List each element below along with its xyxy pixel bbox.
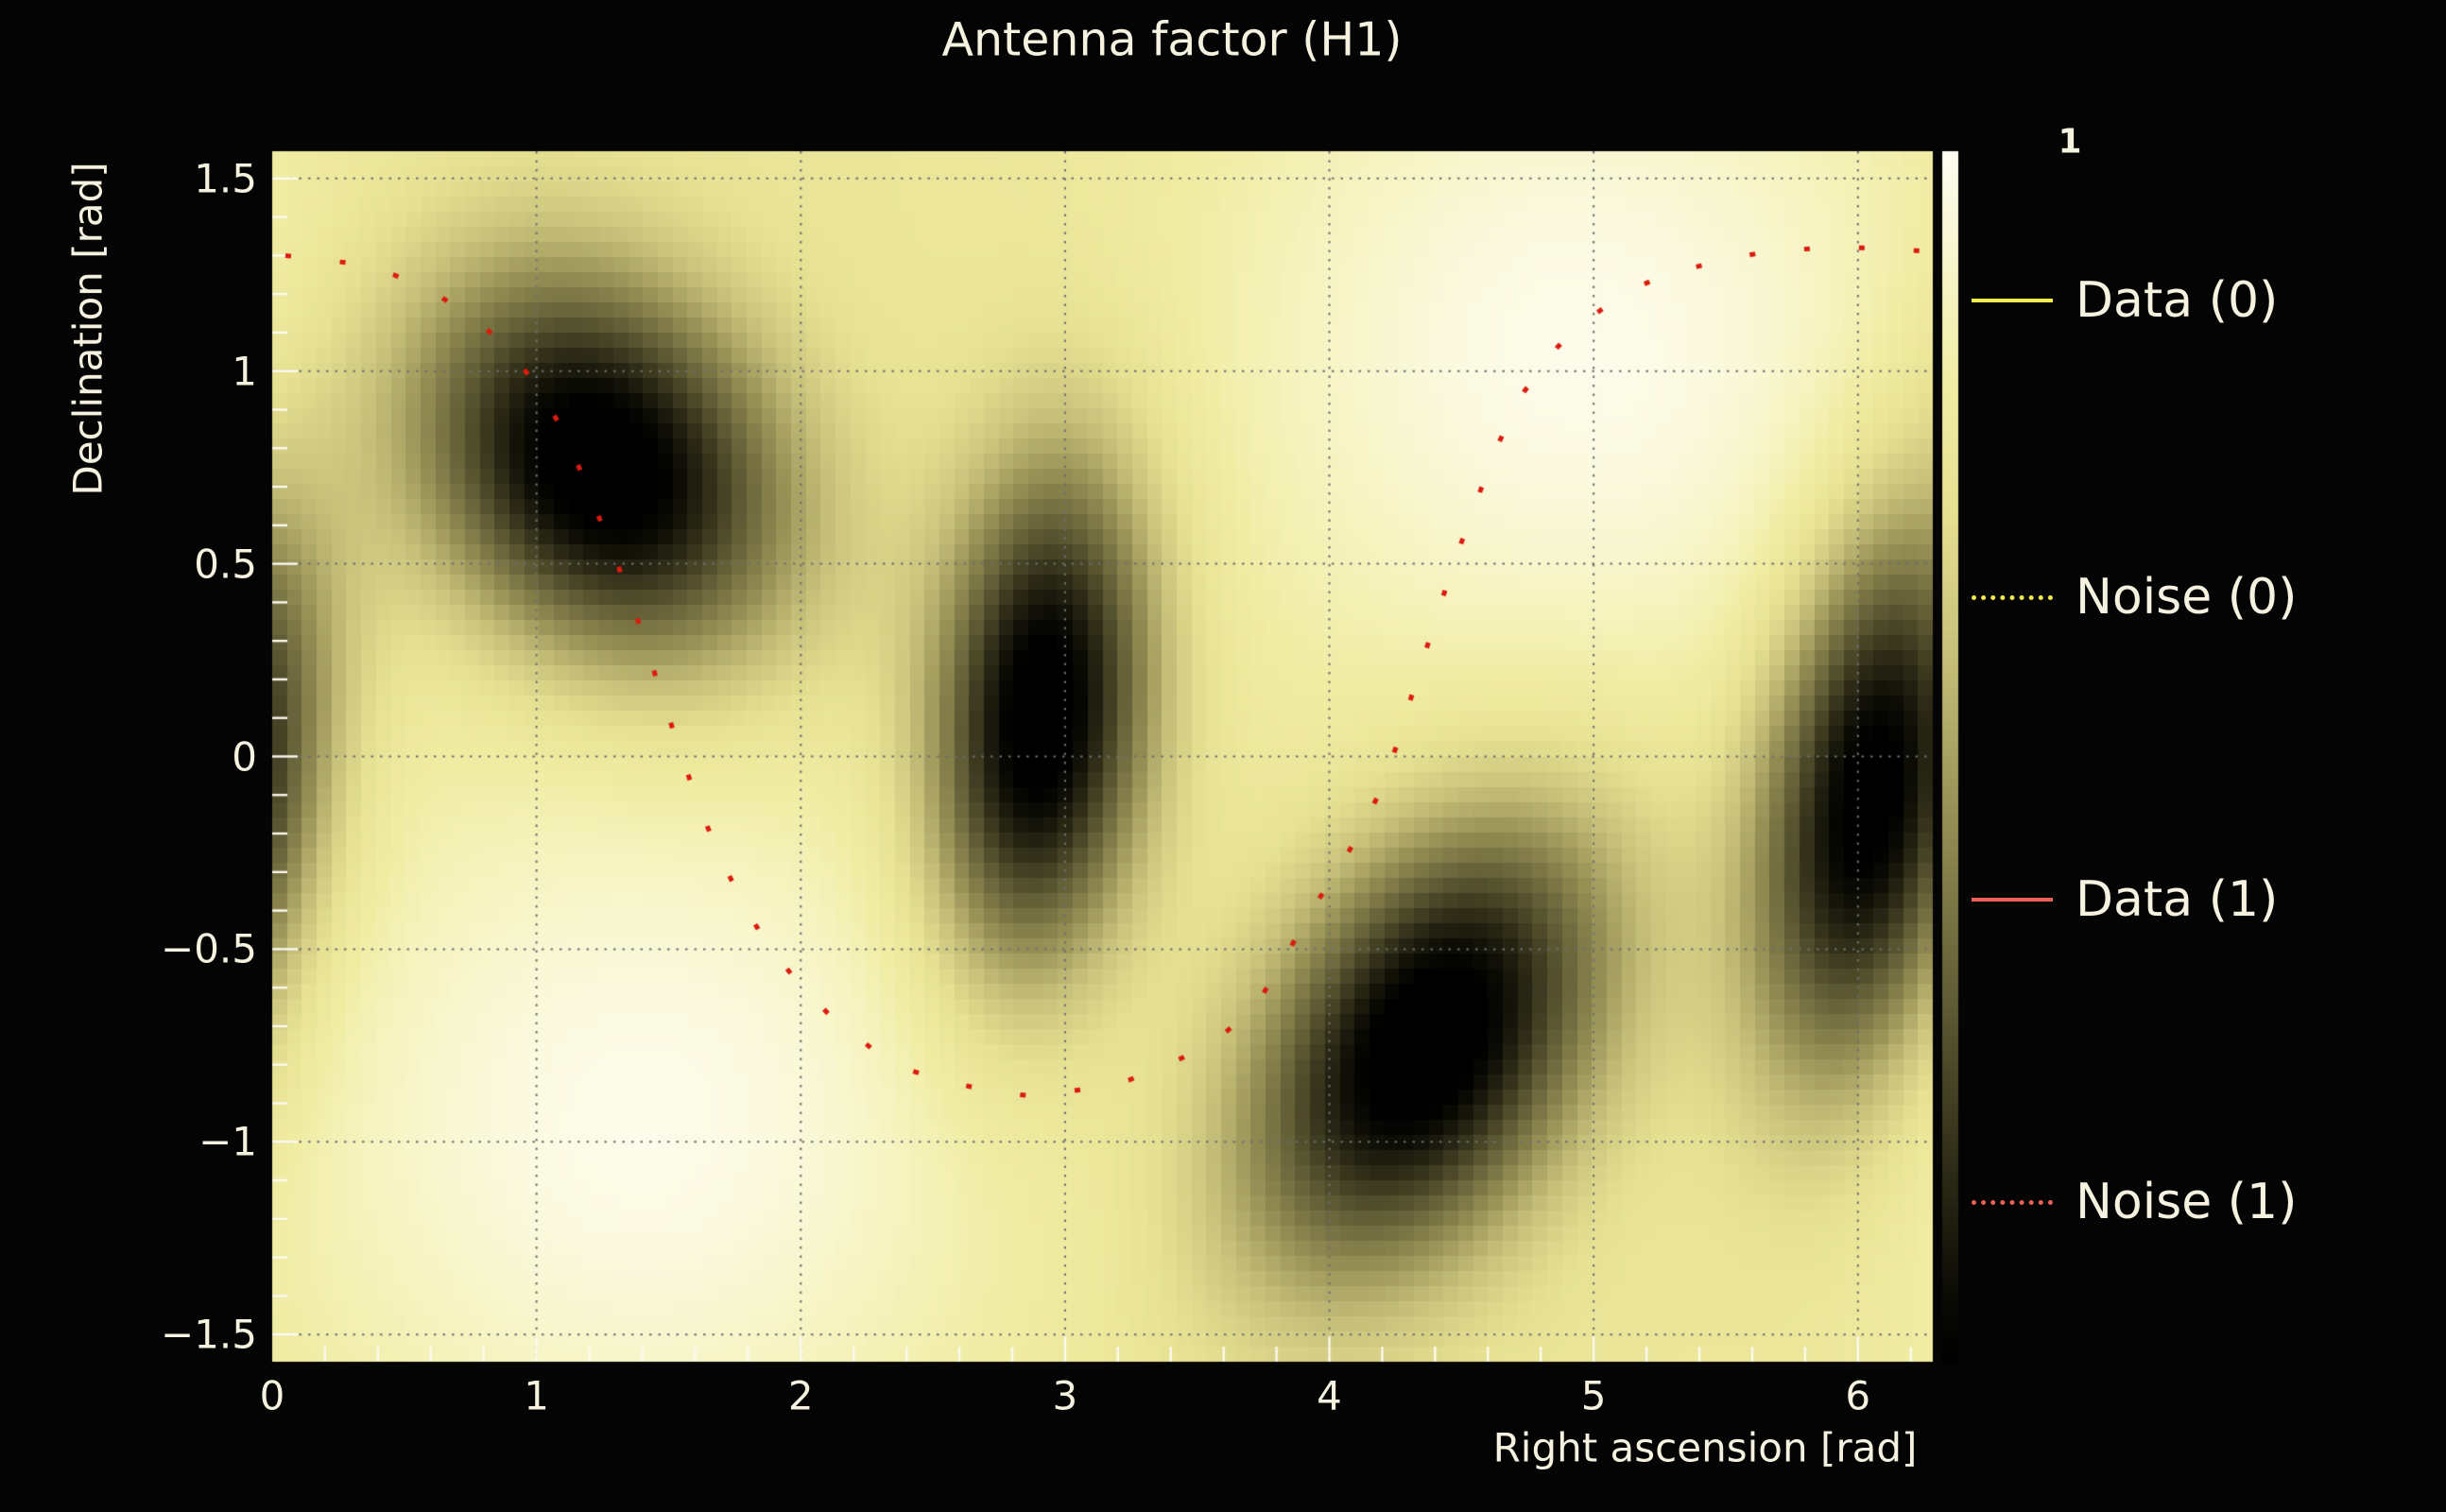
legend-label: Noise (0) <box>2076 569 2298 626</box>
legend-label: Data (0) <box>2076 272 2279 329</box>
legend-entry-data-0-: Data (0) <box>1972 272 2278 329</box>
legend-dotted-line-sample <box>1972 1199 2053 1205</box>
legend-solid-line-sample <box>1972 299 2053 302</box>
y-tick-label: −1 <box>198 1118 257 1165</box>
y-axis-label: Declination [rad] <box>64 162 112 496</box>
x-tick-label: 1 <box>524 1372 549 1419</box>
x-tick-label: 2 <box>787 1372 814 1419</box>
plot-title: Antenna factor (H1) <box>941 12 1403 67</box>
colorbar-max-tick-label: 1 <box>2058 122 2082 162</box>
y-tick-label: 1.5 <box>194 155 257 202</box>
y-tick-label: 0 <box>232 733 257 780</box>
legend-label: Noise (1) <box>2076 1174 2298 1230</box>
legend-entry-noise-0-: Noise (0) <box>1972 569 2297 626</box>
y-tick-label: 0.5 <box>194 541 257 588</box>
legend-entry-data-1-: Data (1) <box>1972 871 2278 928</box>
x-tick-label: 3 <box>1052 1372 1078 1419</box>
legend-entry-noise-1-: Noise (1) <box>1972 1174 2297 1230</box>
legend-label: Data (1) <box>2076 871 2279 928</box>
legend-solid-line-sample <box>1972 898 2053 902</box>
x-axis-label: Right ascension [rad] <box>1492 1424 1918 1471</box>
legend-dotted-line-sample <box>1972 594 2053 600</box>
y-tick-label: −1.5 <box>161 1311 257 1358</box>
x-tick-label: 4 <box>1317 1372 1342 1419</box>
y-tick-label: 1 <box>232 348 257 395</box>
x-tick-label: 6 <box>1845 1372 1871 1419</box>
y-tick-label: −0.5 <box>161 925 257 972</box>
x-tick-label: 0 <box>259 1372 285 1419</box>
x-tick-label: 5 <box>1580 1372 1607 1419</box>
